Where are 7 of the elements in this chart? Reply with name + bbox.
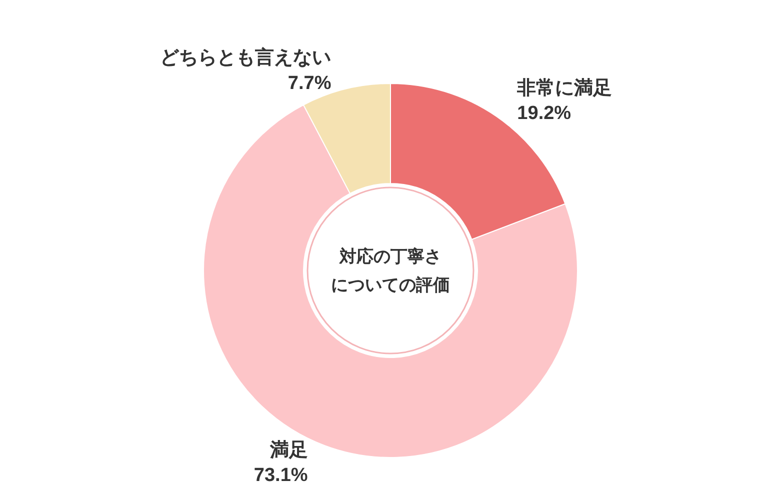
slice-label: 非常に満足 [516,77,612,99]
data-label: 19.2% [517,103,572,124]
text: 対応の丁寧さについての評価 [331,246,450,294]
data-label: 7.7% [288,72,332,94]
slice-label: どちらとも言えない [160,46,332,69]
slice-label: 満足 [268,438,308,461]
data-label: 73.1% [254,465,308,486]
